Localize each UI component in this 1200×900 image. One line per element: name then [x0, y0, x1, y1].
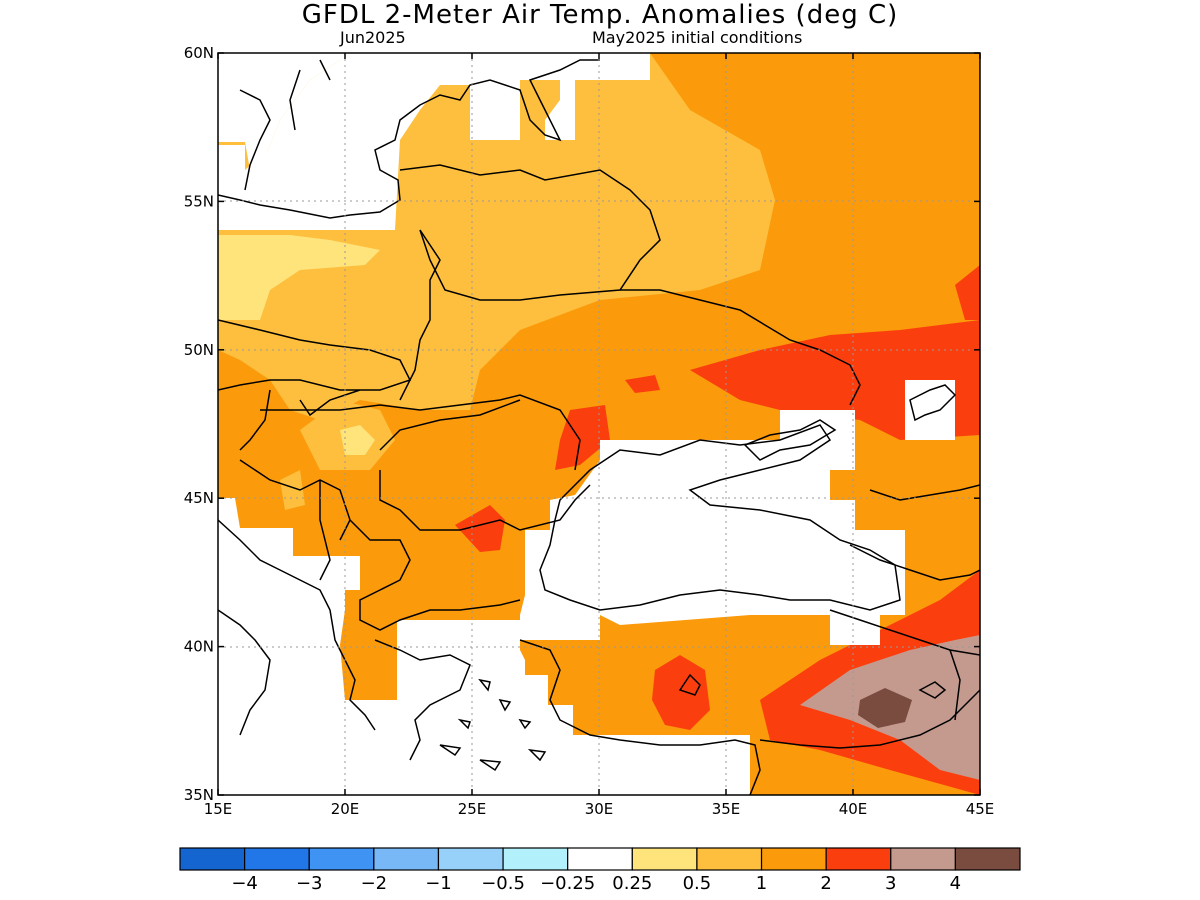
colorbar-swatch	[308, 847, 375, 871]
colorbar-swatch	[696, 847, 763, 871]
colorbar	[179, 847, 1021, 871]
colorbar-labels: −4 −3 −2 −1 −0.5 −0.25 0.25 0.5 1 2 3 4	[231, 873, 961, 894]
initial-conditions: May2025 initial conditions	[592, 28, 803, 47]
colorbar-label: −2	[361, 873, 388, 894]
colorbar-label: 1	[756, 873, 767, 894]
colorbar-swatch	[954, 847, 1021, 871]
colorbar-swatch	[631, 847, 698, 871]
romania-border	[379, 399, 591, 531]
turkey-coast	[519, 639, 761, 795]
colorbar-label: −1	[425, 873, 452, 894]
north-border-2	[399, 229, 441, 401]
shade-0.25-to-0.5	[218, 235, 380, 320]
lon-tick-label: 45E	[966, 800, 995, 818]
lat-tick-label: 45N	[184, 489, 214, 507]
azov-sea-coast	[743, 419, 837, 461]
colorbar-swatch	[760, 847, 827, 871]
colorbar-swatch	[502, 847, 569, 871]
chart-title: GFDL 2-Meter Air Temp. Anomalies (deg C)	[301, 0, 899, 30]
lake-van	[918, 681, 947, 699]
shade-2-to-3-blob	[625, 375, 660, 393]
turkey-east-border	[759, 609, 980, 749]
colorbar-swatch	[567, 847, 633, 871]
shade-2-to-3-anatolia	[652, 655, 710, 730]
colorbar-swatch	[890, 847, 956, 871]
lat-tick-label: 60N	[184, 44, 214, 62]
axis-ticks	[217, 52, 981, 796]
forecast-month: Jun2025	[340, 28, 406, 47]
ukraine-north	[620, 289, 861, 406]
balkan-borders	[239, 459, 521, 631]
lon-tick-label: 15E	[204, 800, 233, 818]
lon-tick-label: 35E	[712, 800, 741, 818]
lat-tick-label: 55N	[184, 192, 214, 210]
colorbar-label: −4	[231, 873, 258, 894]
shade-2-to-3-ne	[955, 265, 980, 320]
anomaly-field	[218, 53, 980, 795]
lon-tick-label: 40E	[839, 800, 868, 818]
cyprus	[678, 673, 701, 696]
shade-0.25-to-0.5-center	[340, 425, 375, 455]
italy-coast	[218, 609, 271, 736]
colorbar-label: 4	[950, 873, 961, 894]
lon-tick-label: 25E	[458, 800, 487, 818]
colorbar-swatch	[825, 847, 892, 871]
shade-above-4	[858, 688, 912, 728]
shade-0.5-to-1-alb	[280, 470, 305, 510]
axis-labels: 15E 20E 25E 30E 35E 40E 45E 35N 40N 45N 50N 55N 60N	[184, 44, 995, 818]
scandinavia-coast	[239, 59, 331, 191]
islands-aegean	[439, 678, 547, 772]
lat-tick-label: 50N	[184, 341, 214, 359]
masked-areas	[218, 53, 955, 795]
colorbar-label: 2	[820, 873, 831, 894]
colorbar-label: −3	[296, 873, 323, 894]
caspian-coast	[909, 384, 957, 422]
caucasus-border	[849, 484, 980, 581]
baltic-coast	[218, 59, 600, 219]
coastlines-borders	[218, 59, 980, 795]
colorbar-label: 0.5	[683, 873, 712, 894]
black-sea-coast	[539, 424, 901, 611]
pannonian-borders	[260, 394, 581, 471]
shade-2-to-3-moldova	[555, 405, 610, 470]
lat-tick-label: 35N	[184, 786, 214, 804]
colorbar-swatch	[437, 847, 504, 871]
graticule	[218, 53, 980, 795]
lon-tick-label: 30E	[585, 800, 614, 818]
adriatic-coast	[218, 519, 376, 731]
colorbar-label: 0.25	[612, 873, 652, 894]
colorbar-swatch	[179, 847, 246, 871]
lat-tick-label: 40N	[184, 638, 214, 656]
colorbar-label: −0.25	[540, 873, 595, 894]
colorbar-swatch	[373, 847, 440, 871]
shade-2-to-3-balkans	[455, 505, 505, 552]
greece-coast	[374, 639, 471, 761]
north-border-1	[399, 164, 661, 301]
lon-tick-label: 20E	[331, 800, 360, 818]
colorbar-swatch	[244, 847, 310, 871]
colorbar-label: 3	[885, 873, 896, 894]
colorbar-label: −0.5	[481, 873, 525, 894]
